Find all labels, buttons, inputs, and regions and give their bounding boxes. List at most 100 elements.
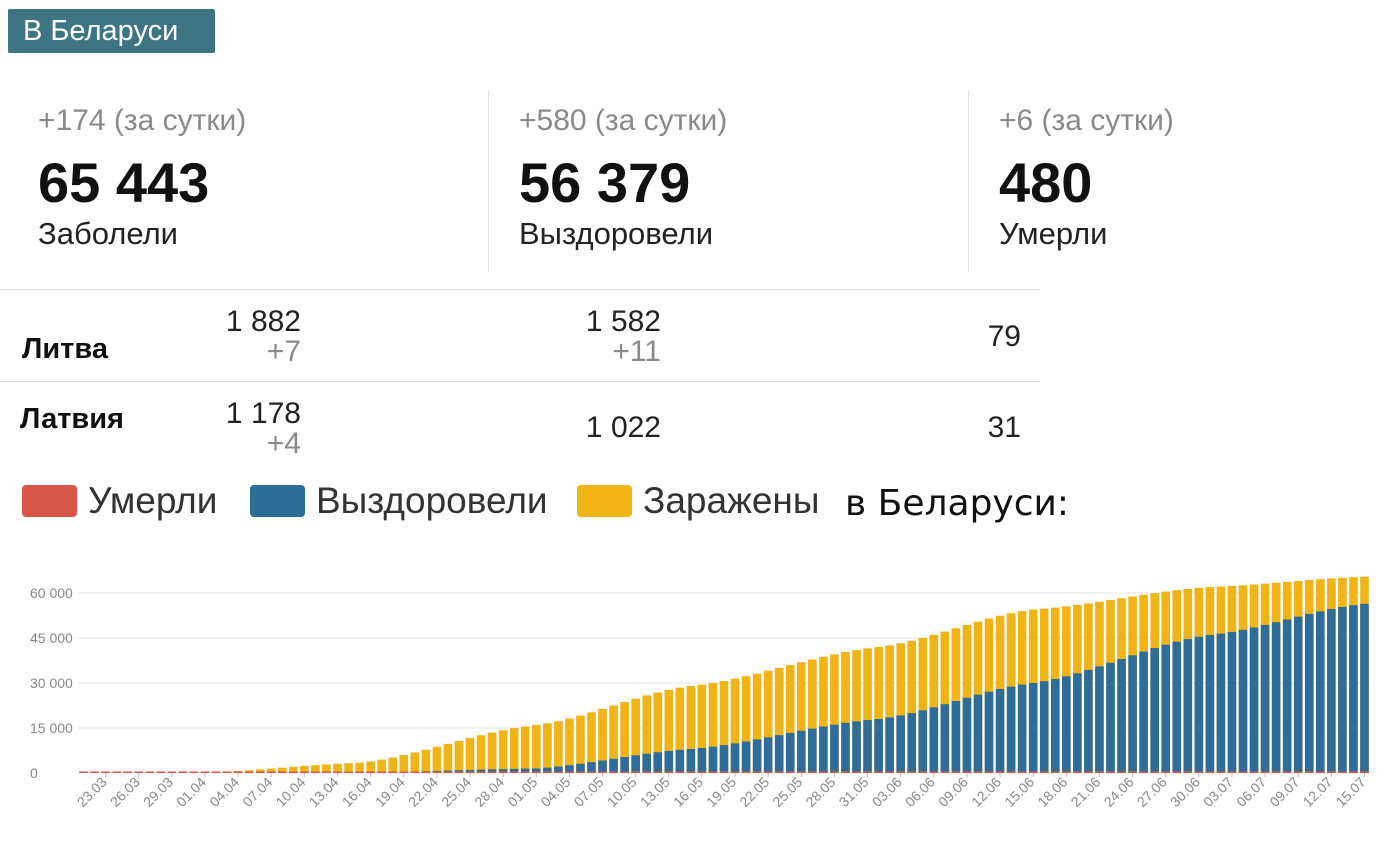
bar-infected: [322, 764, 331, 773]
bar-recovered: [907, 713, 917, 773]
bar-deaths: [388, 771, 398, 773]
bar-deaths: [598, 771, 607, 773]
bar-deaths: [1172, 771, 1182, 773]
x-tick-label: 06.06: [902, 774, 938, 810]
country-recovered-delta: +11: [612, 335, 661, 368]
bar-infected: [410, 752, 420, 773]
bar-recovered: [1183, 639, 1193, 773]
bar-recovered: [653, 752, 663, 773]
bar-deaths: [642, 771, 652, 773]
bar-deaths: [1084, 771, 1093, 773]
bar-recovered: [973, 694, 983, 773]
bar-deaths: [134, 771, 144, 773]
bar-deaths: [289, 771, 298, 773]
bar-recovered: [1073, 673, 1082, 773]
bar-recovered: [1327, 609, 1336, 773]
bar-infected: [377, 759, 386, 773]
bar-deaths: [719, 771, 729, 773]
bar-recovered: [719, 745, 729, 773]
bar-deaths: [156, 771, 166, 773]
bar-deaths: [819, 771, 828, 773]
bar-infected: [929, 634, 939, 773]
bar-deaths: [410, 771, 420, 773]
bar-infected: [874, 647, 883, 773]
bar-deaths: [796, 771, 806, 773]
bar-deaths: [145, 771, 155, 773]
bar-deaths: [244, 771, 254, 773]
chart-area: 0 15 000 30 000 45 000 60 000 23.0326.0329.03…: [30, 576, 1370, 810]
legend-swatch-recovered: [250, 485, 305, 517]
bar-deaths: [487, 771, 497, 773]
bar-infected: [830, 654, 839, 773]
bar-deaths: [300, 771, 309, 773]
bar-deaths: [587, 771, 596, 773]
bar-infected: [531, 725, 541, 773]
x-tick-label: 23.03: [74, 774, 110, 810]
bar-infected: [366, 761, 375, 773]
x-tick-label: 21.06: [1067, 774, 1103, 810]
bar-deaths: [200, 771, 210, 773]
bar-recovered: [609, 758, 618, 773]
bar-recovered: [995, 688, 1005, 773]
y-tick-label: 45 000: [30, 630, 73, 646]
bar-recovered: [1238, 629, 1248, 773]
infected-delta: +174 (за сутки): [38, 104, 247, 137]
bar-deaths: [465, 771, 475, 773]
bar-deaths: [311, 771, 320, 773]
bar-infected: [885, 645, 894, 773]
bar-recovered: [763, 737, 773, 773]
chart-title: в Беларуси:: [845, 483, 1070, 524]
bar-recovered: [1293, 616, 1303, 773]
x-tick-label: 09.06: [935, 774, 971, 810]
bar-infected: [697, 684, 707, 773]
legend-label-infected: Заражены: [643, 480, 820, 521]
bar-recovered: [1084, 669, 1093, 773]
bar-infected: [388, 757, 398, 773]
bar-recovered: [487, 769, 497, 773]
bar-infected: [951, 628, 961, 773]
bar-deaths: [686, 771, 696, 773]
bar-infected: [554, 721, 563, 773]
bar-infected: [686, 686, 696, 773]
region-badge[interactable]: В Беларуси: [8, 9, 215, 53]
bar-deaths: [277, 771, 287, 773]
bar-infected: [708, 682, 718, 773]
x-tick-label: 07.05: [571, 774, 607, 810]
deaths-delta: +6 (за сутки): [999, 104, 1174, 137]
bar-infected: [752, 673, 762, 773]
bar-deaths: [763, 771, 773, 773]
bar-recovered: [1316, 611, 1325, 773]
bar-recovered: [498, 769, 508, 773]
bar-deaths: [167, 771, 177, 773]
deaths-label: Умерли: [999, 216, 1108, 251]
bar-deaths: [1293, 771, 1303, 773]
bar-recovered: [863, 720, 872, 773]
bar-recovered: [984, 691, 994, 773]
bar-infected: [421, 749, 431, 773]
bar-deaths: [918, 771, 928, 773]
bar-deaths: [1271, 771, 1281, 773]
bar-deaths: [1139, 771, 1148, 773]
bar-recovered: [1028, 683, 1038, 773]
bar-deaths: [885, 771, 894, 773]
bar-infected: [333, 763, 342, 773]
x-tick-label: 01.05: [504, 774, 540, 810]
bar-recovered: [874, 719, 883, 773]
bar-deaths: [841, 771, 850, 773]
bar-deaths: [476, 771, 486, 773]
bar-infected: [454, 740, 464, 773]
bar-deaths: [112, 771, 121, 773]
x-tick-label: 22.05: [736, 774, 772, 810]
bar-recovered: [774, 735, 784, 773]
x-tick-label: 18.06: [1034, 774, 1070, 810]
bar-recovered: [620, 757, 629, 773]
country-recovered: 1 582: [585, 305, 661, 338]
bar-deaths: [233, 771, 243, 773]
bar-infected: [277, 767, 287, 773]
x-tick-label: 25.04: [438, 774, 474, 810]
bar-deaths: [454, 771, 464, 773]
bar-deaths: [1227, 771, 1237, 773]
bar-recovered: [1095, 666, 1104, 773]
bar-deaths: [1017, 771, 1027, 773]
country-recovered: 1 022: [585, 411, 661, 444]
